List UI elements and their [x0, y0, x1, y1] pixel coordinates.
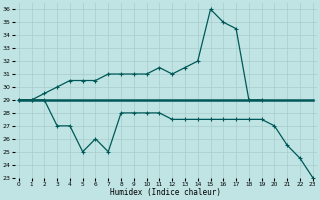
X-axis label: Humidex (Indice chaleur): Humidex (Indice chaleur)	[110, 188, 221, 197]
